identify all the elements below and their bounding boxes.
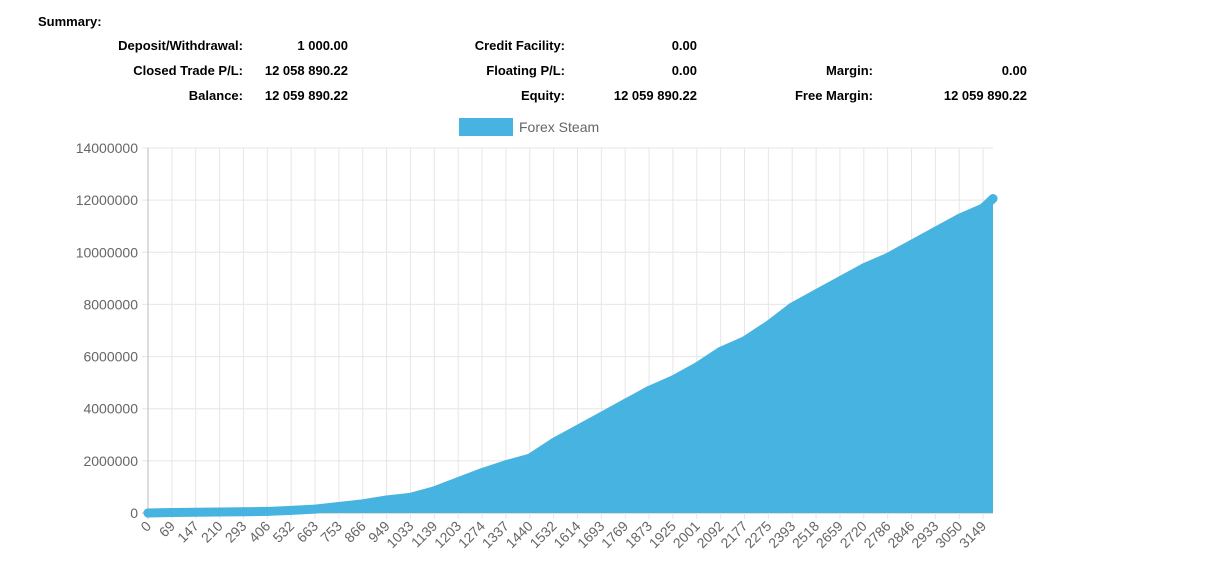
data-point	[907, 239, 917, 249]
data-point	[620, 399, 630, 408]
data-point	[883, 253, 893, 262]
data-point	[191, 507, 201, 517]
data-point	[787, 302, 797, 312]
data-point	[763, 320, 773, 330]
legend-label[interactable]: Forex Steam	[519, 119, 599, 135]
summary-label: Closed Trade P/L:	[133, 63, 243, 78]
y-tick-label: 8000000	[83, 296, 138, 312]
summary-label: Equity:	[520, 88, 565, 103]
x-tick-label: 147	[174, 518, 202, 546]
data-point	[978, 203, 988, 213]
x-tick-label: 406	[246, 518, 274, 546]
y-tick-label: 2000000	[83, 453, 138, 469]
x-tick-label: 0	[137, 518, 154, 535]
summary-value: 12 059 890.22	[943, 88, 1027, 103]
data-point	[835, 276, 845, 286]
data-point	[716, 346, 726, 356]
data-point	[286, 505, 296, 515]
data-point	[572, 425, 582, 435]
data-point	[740, 336, 749, 346]
legend-swatch[interactable]	[459, 118, 513, 136]
data-point	[358, 499, 368, 509]
summary-label: Credit Facility:	[474, 38, 565, 53]
x-tick-label: 293	[222, 518, 250, 546]
data-point	[215, 507, 225, 517]
data-point	[262, 506, 272, 516]
summary-title: Summary:	[38, 14, 102, 29]
summary-value: 0.00	[671, 38, 697, 53]
x-tick-label: 532	[269, 518, 297, 546]
summary-value: 1 000.00	[297, 38, 348, 53]
data-point	[429, 486, 439, 496]
data-point	[954, 213, 964, 223]
data-point	[334, 501, 344, 511]
data-point	[405, 492, 415, 502]
x-tick-label: 3149	[956, 518, 989, 551]
data-point	[167, 507, 177, 517]
series-area	[148, 198, 993, 514]
summary-label: Floating P/L:	[486, 63, 565, 78]
x-tick-label: 663	[293, 518, 321, 546]
data-point	[477, 468, 487, 478]
data-point	[859, 263, 869, 273]
y-tick-label: 14000000	[76, 140, 139, 156]
data-point	[644, 385, 654, 395]
data-point	[596, 412, 606, 422]
x-tick-label: 210	[198, 518, 226, 546]
summary-value: 12 059 890.22	[613, 88, 697, 103]
data-point	[525, 453, 535, 463]
y-tick-label: 6000000	[83, 349, 138, 365]
y-tick-label: 0	[130, 505, 138, 521]
data-point	[811, 289, 821, 299]
summary-value: 12 058 890.22	[264, 63, 348, 78]
summary-label: Balance:	[188, 88, 243, 103]
data-point	[668, 375, 678, 385]
x-tick-label: 753	[317, 518, 345, 546]
summary-label: Free Margin:	[794, 88, 873, 103]
x-tick-label: 69	[156, 518, 178, 540]
y-tick-label: 12000000	[76, 192, 139, 208]
summary-value: 0.00	[1001, 63, 1027, 78]
summary-label: Margin:	[826, 63, 873, 78]
data-point	[549, 438, 559, 448]
data-point	[501, 460, 511, 470]
data-point	[988, 194, 998, 204]
data-point	[692, 362, 702, 372]
summary-value: 12 059 890.22	[264, 88, 348, 103]
data-point	[238, 507, 248, 517]
y-tick-label: 10000000	[76, 244, 139, 260]
summary-label: Deposit/Withdrawal:	[118, 38, 243, 53]
data-point	[382, 495, 392, 505]
x-tick-label: 866	[341, 518, 369, 546]
data-point	[453, 477, 463, 487]
data-point	[930, 226, 940, 236]
data-point	[310, 504, 320, 514]
data-point	[143, 508, 153, 518]
summary-value: 0.00	[671, 63, 697, 78]
y-tick-label: 4000000	[83, 401, 138, 417]
